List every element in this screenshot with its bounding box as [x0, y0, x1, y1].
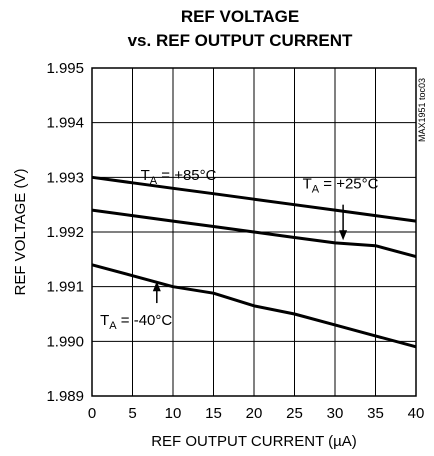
- annotation-arrow-head-am40: [152, 281, 161, 292]
- chart-title-line2: vs. REF OUTPUT CURRENT: [128, 31, 353, 50]
- x-tick-label: 15: [205, 405, 222, 422]
- series-line-t25: [91, 208, 417, 259]
- series-line-tm40: [91, 263, 417, 349]
- x-axis-label: REF OUTPUT CURRENT (µA): [151, 433, 357, 450]
- x-tick-label: 5: [128, 405, 136, 422]
- annotation-arrow-head-a25: [339, 230, 348, 241]
- x-tick-label: 25: [286, 405, 303, 422]
- series-group: [91, 175, 417, 349]
- tick-labels: 0 5 10 15 20 25 30 35 40 1.989 1.990 1.991 1.992 1.99…: [46, 60, 424, 422]
- annotation-am40: TA = -40°C: [100, 312, 172, 332]
- y-tick-label: 1.989: [46, 388, 84, 405]
- x-tick-label: 0: [88, 405, 96, 422]
- x-tick-label: 35: [367, 405, 384, 422]
- x-tick-label: 30: [327, 405, 344, 422]
- chart-title-line1: REF VOLTAGE: [181, 7, 299, 26]
- y-tick-label: 1.991: [46, 279, 84, 296]
- side-label: MAX1951 toc03: [417, 78, 427, 142]
- series-line-t85: [91, 175, 417, 223]
- y-tick-label: 1.995: [46, 60, 84, 77]
- y-tick-label: 1.993: [46, 169, 84, 186]
- annotation-a25: TA = +25°C: [303, 175, 379, 195]
- annotations: TA = +85°C TA = +25°C TA = -40°C: [100, 167, 379, 332]
- annotation-a85: TA = +85°C: [141, 167, 217, 187]
- y-axis-label: REF VOLTAGE (V): [12, 169, 29, 296]
- x-tick-label: 10: [165, 405, 182, 422]
- x-tick-label: 40: [408, 405, 425, 422]
- y-tick-label: 1.992: [46, 224, 84, 241]
- y-tick-label: 1.994: [46, 115, 84, 132]
- plot-frame: [91, 67, 417, 397]
- x-tick-label: 20: [246, 405, 263, 422]
- y-tick-label: 1.990: [46, 333, 84, 350]
